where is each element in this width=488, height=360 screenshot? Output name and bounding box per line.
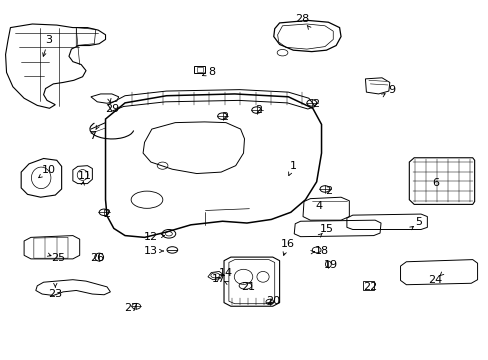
Text: 18: 18 <box>314 246 328 256</box>
Text: 5: 5 <box>415 217 422 227</box>
Text: 7: 7 <box>89 131 96 141</box>
Text: 3: 3 <box>45 35 52 45</box>
Text: 28: 28 <box>294 14 308 24</box>
Text: 15: 15 <box>319 225 333 234</box>
Text: 16: 16 <box>280 239 294 249</box>
Text: 27: 27 <box>124 303 138 314</box>
Bar <box>196 67 202 72</box>
Text: 24: 24 <box>427 275 442 285</box>
Text: 2: 2 <box>221 112 228 122</box>
Text: 8: 8 <box>207 67 214 77</box>
Bar <box>194 66 204 73</box>
Text: 13: 13 <box>143 246 158 256</box>
Text: 2: 2 <box>311 99 318 109</box>
Text: 9: 9 <box>387 85 394 95</box>
Text: 1: 1 <box>289 161 296 171</box>
Text: 14: 14 <box>219 267 233 278</box>
Text: 29: 29 <box>104 104 119 114</box>
Text: 11: 11 <box>78 171 91 181</box>
Text: 26: 26 <box>90 253 104 263</box>
Text: 2: 2 <box>103 209 110 219</box>
Text: 25: 25 <box>51 253 65 263</box>
Text: 4: 4 <box>314 201 322 211</box>
Text: 6: 6 <box>431 178 438 188</box>
Text: 22: 22 <box>363 282 377 292</box>
Text: 21: 21 <box>241 282 255 292</box>
Text: 23: 23 <box>48 289 62 299</box>
Text: 12: 12 <box>143 232 158 242</box>
Text: 19: 19 <box>324 260 338 270</box>
Text: 2: 2 <box>324 186 331 196</box>
Text: 10: 10 <box>41 165 55 175</box>
Text: 20: 20 <box>265 296 279 306</box>
Text: 2: 2 <box>255 105 262 115</box>
Text: 17: 17 <box>212 274 226 284</box>
